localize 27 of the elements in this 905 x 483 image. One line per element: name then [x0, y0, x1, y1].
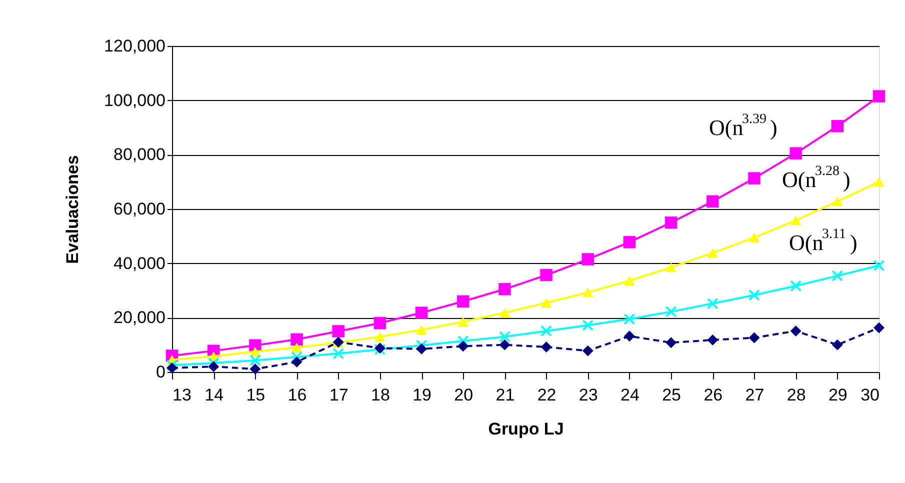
y-tick-label: 100,000 [104, 90, 166, 110]
x-tick-label: 18 [370, 386, 390, 404]
y-tick-label: 0 [156, 362, 166, 382]
x-tick-label: 30 [860, 386, 880, 404]
x-tick-label: 22 [537, 386, 556, 404]
x-tick-label: 23 [578, 386, 598, 404]
x-tick-label: 29 [828, 386, 848, 404]
x-tick-label: 28 [786, 386, 806, 404]
x-tick-label: 17 [329, 386, 348, 404]
x-tick-label: 16 [288, 386, 307, 404]
x-tick-label: 24 [620, 386, 640, 404]
x-tick-label: 27 [745, 386, 764, 404]
x-tick-label: 25 [662, 386, 682, 404]
y-axis-title: Evaluaciones [63, 155, 82, 264]
x-tick-label: 21 [496, 386, 515, 404]
x-axis-title: Grupo LJ [488, 420, 564, 438]
x-tick-label: 26 [704, 386, 723, 404]
y-tick-label: 60,000 [114, 200, 166, 218]
y-tick-label: 40,000 [114, 254, 166, 273]
x-tick-label: 20 [454, 386, 474, 404]
y-tick-label: 120,000 [104, 36, 166, 56]
x-tick-label: 19 [412, 386, 432, 404]
x-tick-label: 13 [172, 386, 192, 404]
x-tick-label: 15 [246, 386, 266, 404]
x-tick-label: 14 [204, 386, 224, 404]
y-tick-label: 20,000 [114, 308, 166, 328]
y-tick-label: 80,000 [114, 145, 166, 164]
